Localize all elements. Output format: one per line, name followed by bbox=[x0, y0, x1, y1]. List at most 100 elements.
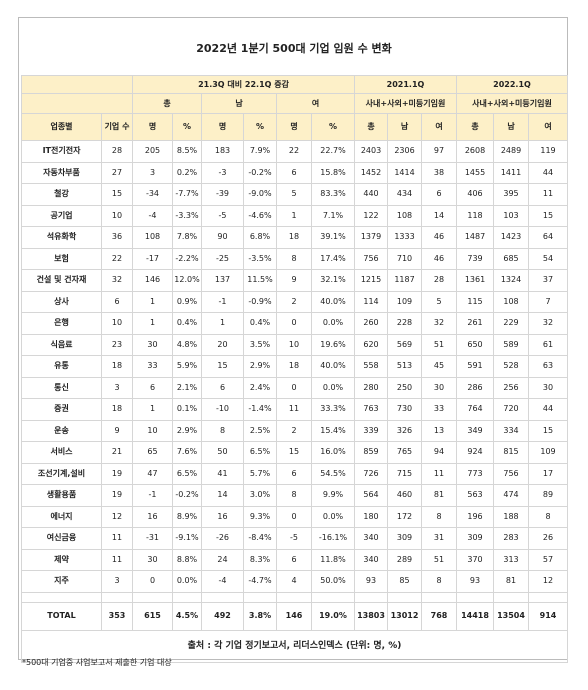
total-cell: 914 bbox=[528, 601, 568, 631]
data-cell: 15 bbox=[528, 204, 568, 227]
data-cell: 589 bbox=[493, 333, 529, 356]
header-cell: 남 bbox=[387, 113, 422, 141]
data-cell: 118 bbox=[456, 204, 494, 227]
data-row: 증권 18 1 0.1% -10 -1.4% 11 33.3% 763 730 33 764 720 44 bbox=[21, 398, 568, 421]
source-text: 출처 : 각 기업 정기보고서, 리더스인덱스 (단위: 명, %) bbox=[21, 629, 568, 663]
data-cell: 11.5% bbox=[243, 269, 277, 292]
empty-cell bbox=[101, 591, 133, 603]
data-cell: 286 bbox=[456, 376, 494, 399]
header-cell: 남 bbox=[201, 93, 277, 114]
total-cell: 13803 bbox=[354, 601, 388, 631]
data-row: 철강 15 -34 -7.7% -39 -9.0% 5 83.3% 440 434 6 406 395 1… bbox=[21, 183, 568, 206]
empty-cell bbox=[311, 591, 355, 603]
data-cell: 생활용품 bbox=[21, 484, 102, 507]
data-cell: -9.0% bbox=[243, 183, 277, 206]
data-cell: 50.0% bbox=[311, 570, 355, 593]
data-cell: 93 bbox=[456, 570, 494, 593]
data-row: 은행 10 1 0.4% 1 0.4% 0 0.0% 260 228 32 261 229 32 bbox=[21, 312, 568, 335]
data-cell: -10 bbox=[201, 398, 244, 421]
data-cell: 2.9% bbox=[243, 355, 277, 378]
data-cell: 3 bbox=[101, 376, 133, 399]
total-cell: 3.8% bbox=[243, 601, 277, 631]
data-cell: 40.0% bbox=[311, 290, 355, 313]
data-cell: 1423 bbox=[493, 226, 529, 249]
data-cell: 통신 bbox=[21, 376, 102, 399]
data-cell: 지주 bbox=[21, 570, 102, 593]
data-cell: 773 bbox=[456, 462, 494, 485]
data-cell: -9.1% bbox=[172, 527, 202, 550]
empty-cell bbox=[387, 591, 422, 603]
data-cell: 1 bbox=[276, 204, 312, 227]
data-cell: 28 bbox=[101, 140, 133, 163]
data-cell: 564 bbox=[354, 484, 388, 507]
total-cell: 13504 bbox=[493, 601, 529, 631]
data-cell: 9.9% bbox=[311, 484, 355, 507]
header-cell: 2021.1Q bbox=[354, 75, 457, 94]
data-cell: 3.5% bbox=[243, 333, 277, 356]
footnote: *500대 기업중 사업보고서 제출한 기업 대상 bbox=[22, 658, 172, 667]
data-cell: 7 bbox=[528, 290, 568, 313]
data-cell: 8 bbox=[421, 570, 457, 593]
data-cell: 1452 bbox=[354, 161, 388, 184]
header-cell: 사내+사외+미등기임원 bbox=[456, 93, 568, 114]
data-cell: 6.5% bbox=[243, 441, 277, 464]
data-cell: 유통 bbox=[21, 355, 102, 378]
data-cell: 114 bbox=[354, 290, 388, 313]
data-cell: 30 bbox=[528, 376, 568, 399]
data-cell: 15.4% bbox=[311, 419, 355, 442]
data-cell: 326 bbox=[387, 419, 422, 442]
data-cell: 10 bbox=[132, 419, 173, 442]
data-cell: 17 bbox=[528, 462, 568, 485]
data-cell: 2.9% bbox=[172, 419, 202, 442]
data-cell: 19 bbox=[101, 484, 133, 507]
data-cell: -0.2% bbox=[172, 484, 202, 507]
data-cell: 16 bbox=[201, 505, 244, 528]
data-cell: 44 bbox=[528, 161, 568, 184]
data-cell: 63 bbox=[528, 355, 568, 378]
data-cell: -4.6% bbox=[243, 204, 277, 227]
data-cell: 여신금융 bbox=[21, 527, 102, 550]
data-cell: -26 bbox=[201, 527, 244, 550]
data-cell: 1 bbox=[132, 312, 173, 335]
data-cell: 51 bbox=[421, 548, 457, 571]
data-cell: 24 bbox=[201, 548, 244, 571]
data-cell: 2 bbox=[276, 290, 312, 313]
data-cell: 90 bbox=[201, 226, 244, 249]
data-cell: -39 bbox=[201, 183, 244, 206]
data-cell: 3.0% bbox=[243, 484, 277, 507]
data-cell: 44 bbox=[528, 398, 568, 421]
data-row: 여신금융 11 -31 -9.1% -26 -8.4% -5 -16.1% 340 309 31 30… bbox=[21, 527, 568, 550]
total-cell: 146 bbox=[276, 601, 312, 631]
data-cell: 54 bbox=[528, 247, 568, 270]
data-cell: 15.8% bbox=[311, 161, 355, 184]
header-cell: 총 bbox=[354, 113, 388, 141]
header-cell: 명 bbox=[276, 113, 312, 141]
data-cell: 12 bbox=[101, 505, 133, 528]
data-cell: 11 bbox=[528, 183, 568, 206]
data-cell: 에너지 bbox=[21, 505, 102, 528]
data-cell: 11.8% bbox=[311, 548, 355, 571]
data-cell: -4.7% bbox=[243, 570, 277, 593]
data-cell: 6 bbox=[132, 376, 173, 399]
data-cell: -0.9% bbox=[243, 290, 277, 313]
data-cell: 196 bbox=[456, 505, 494, 528]
data-cell: 6 bbox=[101, 290, 133, 313]
data-cell: 513 bbox=[387, 355, 422, 378]
data-row: 유통 18 33 5.9% 15 2.9% 18 40.0% 558 513 45 591 528 63 bbox=[21, 355, 568, 378]
data-cell: 31 bbox=[421, 527, 457, 550]
data-cell: 7.8% bbox=[172, 226, 202, 249]
data-cell: 8 bbox=[276, 247, 312, 270]
data-cell: 0.4% bbox=[243, 312, 277, 335]
data-cell: 45 bbox=[421, 355, 457, 378]
data-cell: 146 bbox=[132, 269, 173, 292]
executive-table: 21.3Q 대비 22.1Q 증감 2021.1Q 2022.1Q 총 남 여 … bbox=[21, 75, 568, 663]
data-cell: 2.4% bbox=[243, 376, 277, 399]
data-cell: 83.3% bbox=[311, 183, 355, 206]
data-cell: 563 bbox=[456, 484, 494, 507]
data-cell: 9 bbox=[101, 419, 133, 442]
data-cell: 474 bbox=[493, 484, 529, 507]
data-cell: 726 bbox=[354, 462, 388, 485]
data-row: 공기업 10 -4 -3.3% -5 -4.6% 1 7.1% 122 108 14 118 103 15 bbox=[21, 204, 568, 227]
data-cell: 22 bbox=[276, 140, 312, 163]
data-cell: 46 bbox=[421, 247, 457, 270]
